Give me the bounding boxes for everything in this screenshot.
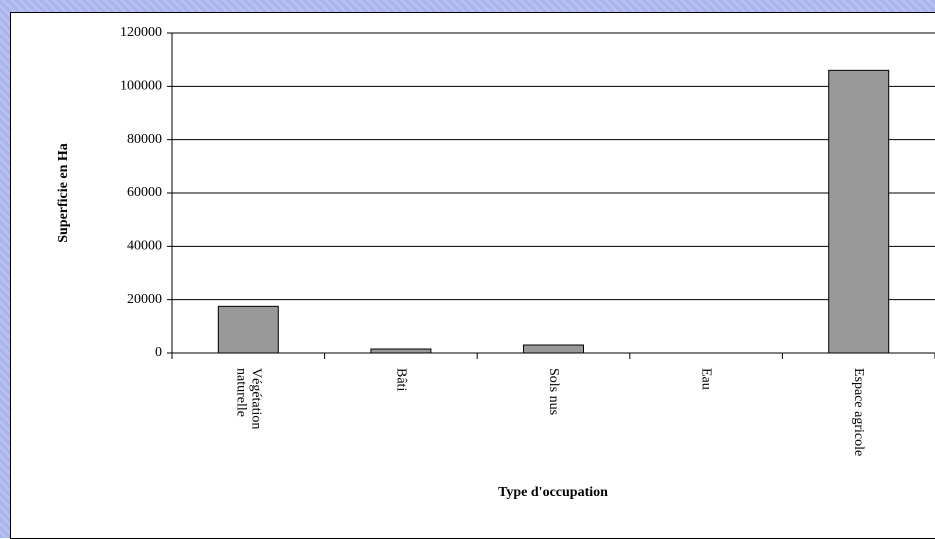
y-tick-label: 100000 xyxy=(120,79,162,94)
x-tick-label: Sols nus xyxy=(546,368,561,416)
x-tick-label: Végétation naturelle xyxy=(233,368,264,430)
y-tick-label: 40000 xyxy=(127,239,162,254)
x-axis-title: Type d'occupation xyxy=(498,485,608,500)
x-tick-label: Eau xyxy=(698,368,714,390)
x-tick-label: Bâti xyxy=(393,368,409,392)
y-tick-label: 120000 xyxy=(120,25,162,40)
bar xyxy=(370,348,432,354)
x-tick-label: Espace agricole xyxy=(851,368,867,457)
y-tick-label: 0 xyxy=(155,345,162,360)
y-tick-label: 60000 xyxy=(127,185,162,200)
y-tick-label: 20000 xyxy=(127,292,162,307)
bar xyxy=(523,344,584,354)
bar xyxy=(217,305,279,354)
bar xyxy=(828,69,890,354)
y-tick-label: 80000 xyxy=(127,132,162,147)
chart-panel xyxy=(10,12,935,539)
y-axis-title: Superficie en Ha xyxy=(56,143,71,243)
